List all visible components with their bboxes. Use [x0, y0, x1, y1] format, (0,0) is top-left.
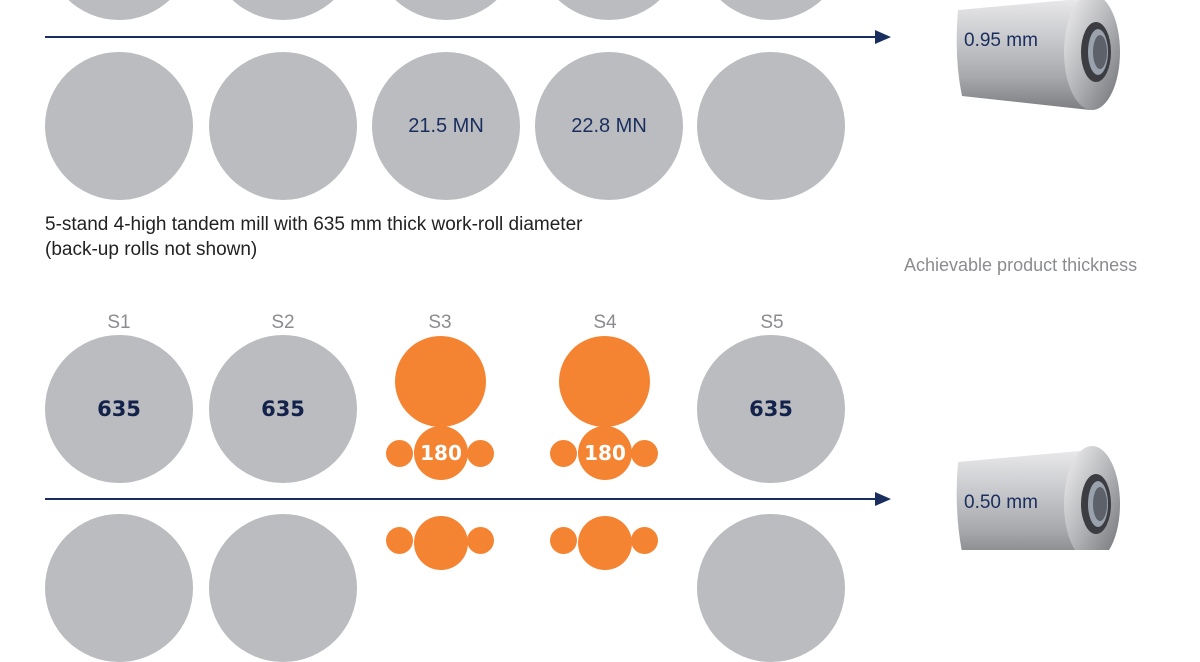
- top-mill-lower-roll-s1: [45, 52, 193, 200]
- top-mill-lower-roll-s5: [697, 52, 845, 200]
- bottom-mill-backup-roll-s3: [395, 336, 486, 427]
- bottom-mill-side-roll-s4-right: [631, 440, 658, 467]
- roll-force-label: 22.8 MN: [571, 114, 647, 137]
- top-mill-lower-roll-s2: [209, 52, 357, 200]
- top-mill-upper-roll-s3: [372, 0, 520, 20]
- caption-line-1: 5-stand 4-high tandem mill with 635 mm t…: [45, 214, 583, 235]
- stand-label-s4: S4: [593, 312, 617, 333]
- bottom-mill-side-roll-s4-left: [550, 440, 577, 467]
- roll-force-label: 21.5 MN: [408, 114, 484, 137]
- top-strip-arrow: [45, 30, 891, 44]
- bottom-mill-upper-roll-s5: 635: [697, 335, 845, 483]
- stand-label-s2: S2: [271, 312, 295, 333]
- bottom-mill-upper-roll-s2: 635: [209, 335, 357, 483]
- top-mill-upper-roll-s1: [45, 0, 193, 20]
- top-mill-upper-roll-s5: [697, 0, 845, 20]
- top-product-thickness: 0.95 mm: [964, 30, 1038, 51]
- roll-diameter-label: 180: [584, 441, 626, 465]
- bottom-mill-lower-work-roll-s3: [414, 516, 468, 570]
- bottom-mill-lower-work-roll-s4: [578, 516, 632, 570]
- bottom-mill-side-roll-s3-left: [386, 440, 413, 467]
- stand-label-s5: S5: [760, 312, 784, 333]
- stand-label-s1: S1: [107, 312, 131, 333]
- stand-label-s3: S3: [428, 312, 452, 333]
- top-mill-upper-roll-s4: [535, 0, 683, 20]
- coil-image-bottom: [956, 446, 1120, 550]
- product-thickness-title: Achievable product thickness: [904, 255, 1138, 275]
- bottom-mill-work-roll-s4: 180: [578, 426, 632, 480]
- caption-line-2: (back-up rolls not shown): [45, 239, 258, 260]
- mill-caption: 5-stand 4-high tandem mill with 635 mm t…: [45, 212, 582, 262]
- bottom-product-thickness: 0.50 mm: [964, 492, 1038, 513]
- bottom-mill-work-roll-s3: 180: [414, 426, 468, 480]
- coil-image-top: [956, 0, 1120, 110]
- roll-diameter-label: 635: [749, 397, 793, 421]
- bottom-strip-arrow: [45, 492, 891, 506]
- bottom-mill-upper-roll-s1: 635: [45, 335, 193, 483]
- bottom-mill-lower-roll-s5: [697, 514, 845, 662]
- bottom-mill-lower-roll-s2: [209, 514, 357, 662]
- top-mill-lower-roll-s3: 21.5 MN: [372, 52, 520, 200]
- top-mill-lower-roll-s4: 22.8 MN: [535, 52, 683, 200]
- bottom-mill-backup-roll-s4: [559, 336, 650, 427]
- bottom-mill-side-roll-s3-right: [467, 440, 494, 467]
- roll-diameter-label: 635: [261, 397, 305, 421]
- top-mill-upper-roll-s2: [209, 0, 357, 20]
- roll-diameter-label: 635: [97, 397, 141, 421]
- roll-diameter-label: 180: [420, 441, 462, 465]
- bottom-mill-lower-roll-s1: [45, 514, 193, 662]
